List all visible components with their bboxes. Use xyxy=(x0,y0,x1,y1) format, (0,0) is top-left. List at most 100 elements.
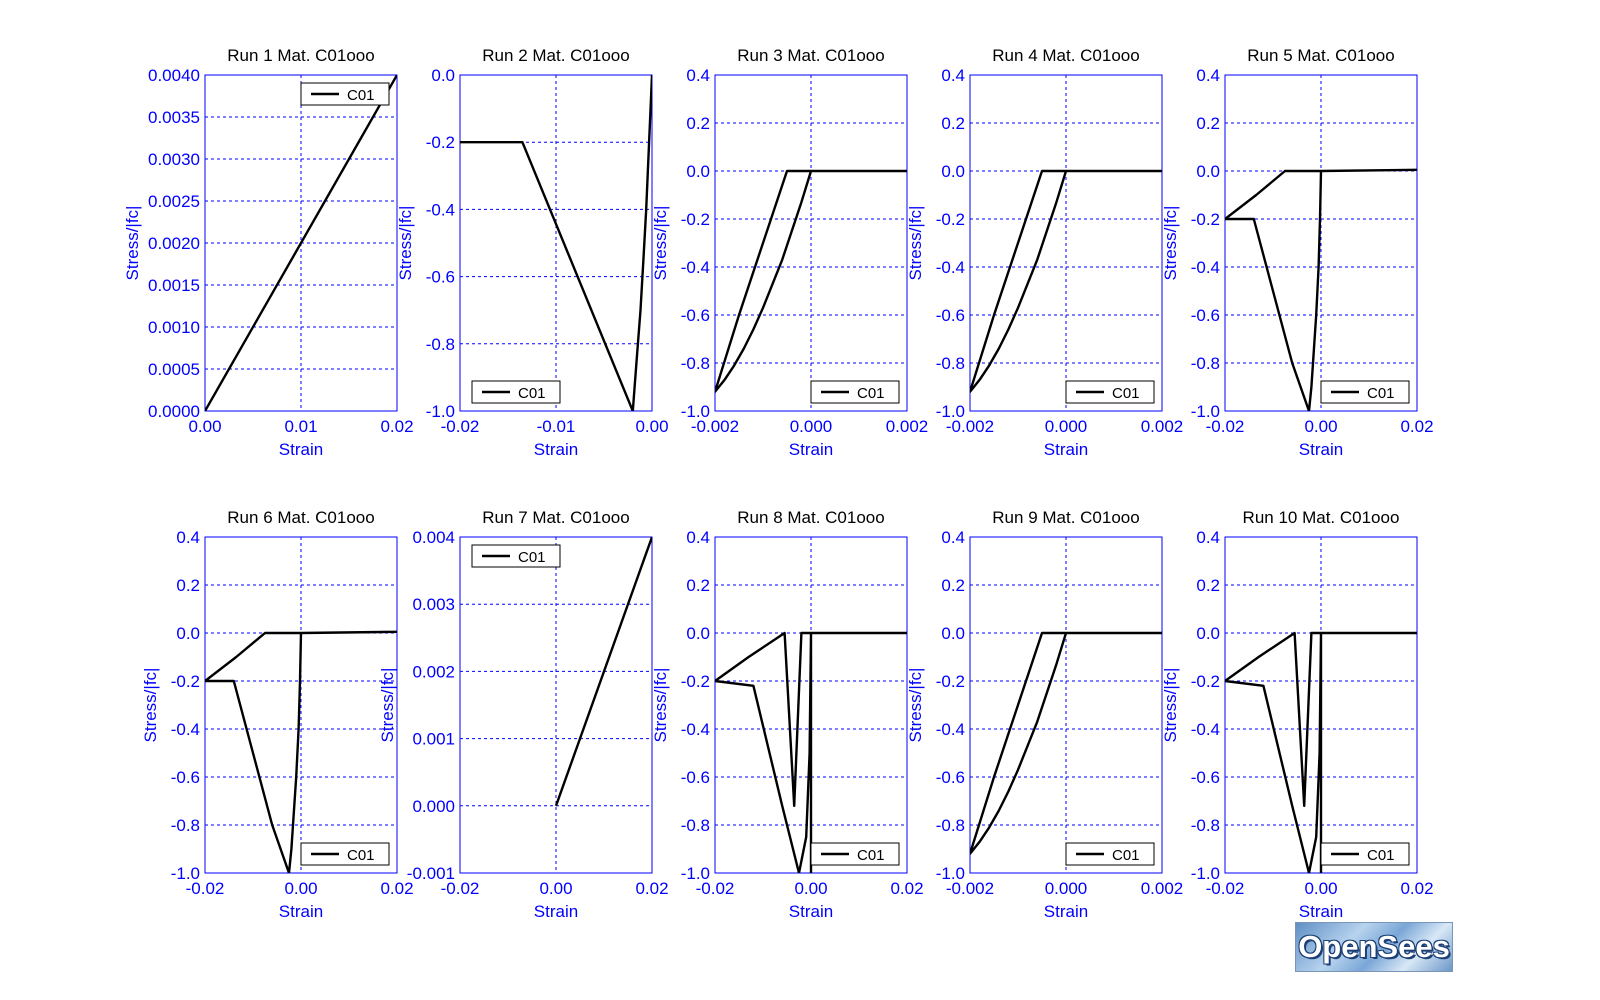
series-line xyxy=(205,75,397,411)
y-axis-label: Stress/|fc| xyxy=(378,668,397,743)
chart-panel: -0.002 0.000 0.002 -1.0 -0.8 -0.6 -0.4 -0.2 0.0 0… xyxy=(906,508,1183,921)
opensees-logo: OpenSees xyxy=(1295,922,1453,972)
legend-box xyxy=(1065,380,1155,404)
x-tick-label: 0.002 xyxy=(1141,879,1184,898)
y-tick-label: 0.0005 xyxy=(148,360,200,379)
y-tick-label: -1.0 xyxy=(1191,864,1220,883)
y-tick-label: 0.0 xyxy=(686,624,710,643)
x-tick-label: -0.02 xyxy=(441,879,480,898)
y-tick-label: -0.8 xyxy=(681,816,710,835)
y-axis-label: Stress/|fc| xyxy=(906,668,925,743)
y-tick-label: -0.6 xyxy=(936,306,965,325)
y-tick-label: 0.0 xyxy=(941,162,965,181)
y-tick-label: 0.0 xyxy=(941,624,965,643)
x-tick-label: 0.002 xyxy=(1141,417,1184,436)
y-tick-label: -0.001 xyxy=(407,864,455,883)
y-tick-label: 0.0 xyxy=(431,66,455,85)
y-tick-label: -1.0 xyxy=(171,864,200,883)
series-line xyxy=(715,169,907,393)
plot-frame xyxy=(204,74,398,412)
chart-title: Run 10 Mat. C01ooo xyxy=(1243,508,1400,527)
plot-frame xyxy=(459,74,653,412)
legend-box xyxy=(810,380,900,404)
x-tick-label: 0.00 xyxy=(1304,879,1337,898)
y-tick-label: -0.6 xyxy=(171,768,200,787)
y-tick-label: 0.0030 xyxy=(148,150,200,169)
legend: C01 xyxy=(300,842,390,866)
legend-label: C01 xyxy=(518,385,546,402)
x-axis-label: Strain xyxy=(1299,902,1343,921)
legend: C01 xyxy=(471,380,561,404)
series-line xyxy=(460,75,652,411)
y-tick-label: 0.0 xyxy=(176,624,200,643)
y-tick-label: 0.000 xyxy=(412,797,455,816)
chart-panel: -0.02 0.00 0.02 -1.0 -0.8 -0.6 -0.4 -0.2 0.0 0.2 0… xyxy=(651,508,923,921)
y-tick-label: -0.4 xyxy=(681,720,710,739)
y-tick-label: -0.8 xyxy=(1191,816,1220,835)
legend-box xyxy=(1065,842,1155,866)
legend-label: C01 xyxy=(857,385,885,402)
chart-panel: -0.02 0.00 0.02 -1.0 -0.8 -0.6 -0.4 -0.2 0.0 0.2 0… xyxy=(141,508,413,921)
y-axis-label: Stress/|fc| xyxy=(123,206,142,281)
x-axis-label: Strain xyxy=(789,440,833,459)
chart-panel: -0.002 0.000 0.002 -1.0 -0.8 -0.6 -0.4 -0.2 0.0 0… xyxy=(651,46,928,459)
x-tick-label: 0.00 xyxy=(284,879,317,898)
y-tick-label: -1.0 xyxy=(681,864,710,883)
legend-box xyxy=(1320,380,1410,404)
y-tick-label: -0.6 xyxy=(1191,306,1220,325)
y-tick-label: 0.2 xyxy=(1196,114,1220,133)
series-line xyxy=(970,631,1162,855)
y-tick-label: 0.0020 xyxy=(148,234,200,253)
x-tick-label: 0.002 xyxy=(886,417,929,436)
y-axis-label: Stress/|fc| xyxy=(1161,206,1180,281)
y-tick-label: 0.0035 xyxy=(148,108,200,127)
y-tick-label: 0.001 xyxy=(412,730,455,749)
x-tick-label: 0.000 xyxy=(790,417,833,436)
y-tick-label: 0.002 xyxy=(412,662,455,681)
chart-title: Run 1 Mat. C01ooo xyxy=(227,46,374,65)
y-tick-label: -1.0 xyxy=(936,402,965,421)
y-tick-label: 0.0 xyxy=(1196,624,1220,643)
y-tick-label: -0.2 xyxy=(171,672,200,691)
chart-panel: -0.02 -0.01 0.00 -1.0 -0.8 -0.6 -0.4 -0.2 0.0 Str… xyxy=(396,46,668,459)
plot-frame xyxy=(1224,74,1418,412)
x-tick-label: 0.00 xyxy=(794,879,827,898)
legend-label: C01 xyxy=(1112,847,1140,864)
y-tick-label: 0.2 xyxy=(1196,576,1220,595)
chart-panel: 0.00 0.01 0.02 0.0000 0.0005 0.0010 0.0015 0.00… xyxy=(123,46,414,459)
y-tick-label: -0.6 xyxy=(936,768,965,787)
y-tick-label: 0.0 xyxy=(1196,162,1220,181)
x-tick-label: -0.02 xyxy=(1206,417,1245,436)
series-line xyxy=(1225,168,1417,411)
x-tick-label: 0.02 xyxy=(380,879,413,898)
x-tick-label: 0.00 xyxy=(188,417,221,436)
y-axis-label: Stress/|fc| xyxy=(1161,668,1180,743)
y-tick-label: -0.4 xyxy=(171,720,200,739)
y-axis-label: Stress/|fc| xyxy=(141,668,160,743)
x-tick-label: -0.002 xyxy=(946,417,994,436)
series-line xyxy=(205,630,397,873)
x-tick-label: 0.000 xyxy=(1045,417,1088,436)
y-tick-label: 0.2 xyxy=(176,576,200,595)
y-tick-label: -0.8 xyxy=(426,335,455,354)
legend-box xyxy=(300,842,390,866)
x-tick-label: 0.000 xyxy=(1045,879,1088,898)
y-tick-label: 0.4 xyxy=(686,528,710,547)
plot-frame xyxy=(969,536,1163,874)
x-axis-label: Strain xyxy=(1044,902,1088,921)
plot-frame xyxy=(459,536,653,874)
plot-frame xyxy=(714,74,908,412)
y-tick-label: -1.0 xyxy=(426,402,455,421)
chart-panel: -0.02 0.00 0.02 -1.0 -0.8 -0.6 -0.4 -0.2 0.0 0.2 0… xyxy=(1161,46,1433,459)
y-axis-label: Stress/|fc| xyxy=(651,206,670,281)
legend: C01 xyxy=(1065,842,1155,866)
y-tick-label: -0.4 xyxy=(1191,720,1220,739)
y-tick-label: 0.2 xyxy=(941,576,965,595)
chart-panel: -0.02 0.00 0.02 -1.0 -0.8 -0.6 -0.4 -0.2 0.0 0.2 0… xyxy=(1161,508,1433,921)
y-axis-label: Stress/|fc| xyxy=(906,206,925,281)
plot-frame xyxy=(204,536,398,874)
y-axis-label: Stress/|fc| xyxy=(651,668,670,743)
y-axis-label: Stress/|fc| xyxy=(396,206,415,281)
y-tick-label: 0.4 xyxy=(1196,528,1220,547)
